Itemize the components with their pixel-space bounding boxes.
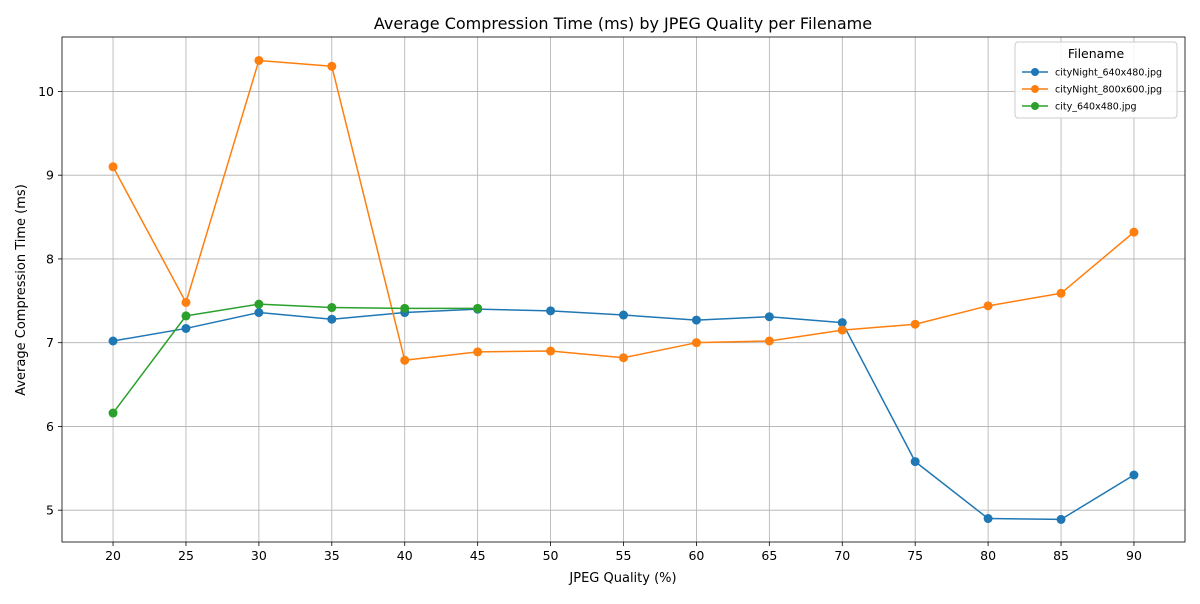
series-2-point <box>1129 227 1139 237</box>
x-tick-label: 45 <box>470 548 486 563</box>
legend-label-2: cityNight_800x600.jpg <box>1055 85 1162 96</box>
x-tick-label: 25 <box>178 548 194 563</box>
series-1-point <box>1056 514 1066 524</box>
y-tick-label: 8 <box>46 251 54 266</box>
x-axis-label: JPEG Quality (%) <box>568 571 676 586</box>
series-2-point <box>181 297 191 307</box>
legend-label-3: city_640x480.jpg <box>1055 102 1137 113</box>
chart-title: Average Compression Time (ms) by JPEG Qu… <box>374 14 872 33</box>
series-1-point <box>108 336 118 346</box>
legend-marker-1 <box>1031 68 1039 76</box>
x-tick-label: 20 <box>105 548 121 563</box>
series-2-point <box>837 325 847 335</box>
series-layer <box>108 55 1139 524</box>
x-tick-label: 55 <box>616 548 632 563</box>
series-1-point <box>254 308 264 318</box>
series-2-point <box>764 336 774 346</box>
x-tick-label: 30 <box>251 548 267 563</box>
x-tick-label: 90 <box>1126 548 1142 563</box>
x-tick-label: 50 <box>543 548 559 563</box>
legend-box <box>1014 41 1178 119</box>
series-2-point <box>400 355 410 365</box>
series-2-point <box>473 347 483 357</box>
series-1-point <box>1129 470 1139 480</box>
series-1-point <box>910 457 920 467</box>
series-2-point <box>910 319 920 329</box>
axes-layer: 20 25 30 35 40 45 50 55 60 65 70 75 80 85 90 5 6 7 8 9 10 <box>38 36 1186 563</box>
series-3-point <box>254 299 264 309</box>
legend-title: Filename <box>1068 46 1125 61</box>
series-1-point <box>764 312 774 322</box>
y-axis-label: Average Compression Time (ms) <box>14 184 29 396</box>
series-2-point <box>327 61 337 71</box>
series-2-point <box>983 301 993 311</box>
series-2-point <box>254 55 264 65</box>
series-3-point <box>181 311 191 321</box>
x-tick-label: 35 <box>324 548 340 563</box>
series-3-point <box>108 408 118 418</box>
series-2-point <box>108 162 118 172</box>
series-line-3 <box>112 303 478 414</box>
x-tick-label: 60 <box>688 548 704 563</box>
series-2-point <box>1056 288 1066 298</box>
legend-label-1: cityNight_640x480.jpg <box>1055 68 1162 79</box>
y-tick-label: 10 <box>38 84 54 99</box>
series-3-point <box>327 303 337 313</box>
x-tick-label: 75 <box>907 548 923 563</box>
series-2-point <box>691 338 701 348</box>
series-1-point <box>983 514 993 524</box>
series-1-point <box>181 323 191 333</box>
x-tick-label: 85 <box>1053 548 1069 563</box>
y-tick-label: 6 <box>46 419 54 434</box>
series-1-point <box>837 318 847 328</box>
y-tick-label: 9 <box>46 168 54 183</box>
x-tick-label: 40 <box>397 548 413 563</box>
series-1-point <box>691 315 701 325</box>
legend-marker-3 <box>1031 102 1039 110</box>
legend-marker-2 <box>1031 85 1039 93</box>
series-1-point <box>546 306 556 316</box>
series-1-point <box>327 314 337 324</box>
series-2-point <box>546 346 556 356</box>
series-3-point <box>473 303 483 313</box>
y-tick-label: 5 <box>46 503 54 518</box>
y-tick-label: 7 <box>46 335 54 350</box>
series-1-point <box>619 310 628 320</box>
x-tick-label: 65 <box>761 548 777 563</box>
x-tick-label: 70 <box>834 548 850 563</box>
x-tick-label: 80 <box>980 548 996 563</box>
legend: Filename cityNight_640x480.jpg cityNight_8… <box>1014 41 1178 119</box>
series-2-point <box>619 353 628 363</box>
series-3-point <box>400 303 410 313</box>
